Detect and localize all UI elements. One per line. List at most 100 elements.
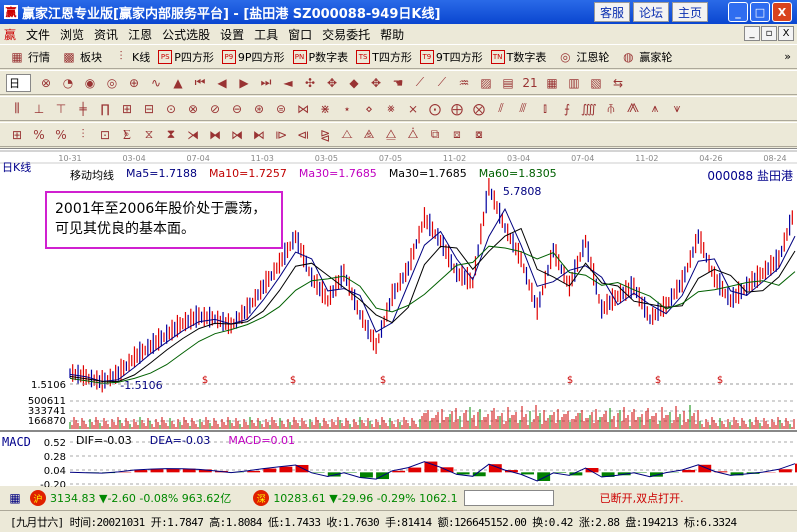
- tool-icon[interactable]: ⊤: [55, 101, 67, 116]
- tool-icon[interactable]: ⧍: [341, 127, 353, 141]
- tool-icon[interactable]: ⧎: [319, 127, 331, 142]
- tool-icon[interactable]: ✥: [326, 75, 338, 90]
- toolbar-t9-button[interactable]: T9 9T四方形: [419, 49, 483, 65]
- tool-icon[interactable]: ☚: [392, 75, 404, 90]
- tool-icon[interactable]: ◀: [217, 75, 227, 90]
- tool-icon[interactable]: ⋈: [297, 101, 309, 116]
- toolbar-blocks-icon-button[interactable]: ▩ 板块: [58, 49, 102, 65]
- tool-icon[interactable]: ⊖: [231, 101, 243, 116]
- menu-settings[interactable]: 设置: [220, 27, 245, 42]
- tool-icon[interactable]: ⋇: [319, 101, 331, 116]
- toolbar-gann-wheel-icon-button[interactable]: ◎ 江恩轮: [554, 49, 609, 65]
- tool-icon[interactable]: ✥: [370, 75, 382, 90]
- tool-icon[interactable]: ⟋: [415, 75, 425, 89]
- tool-icon[interactable]: ◄: [283, 75, 293, 90]
- toolbar-p9-button[interactable]: P9 9P四方形: [221, 49, 285, 65]
- period-select[interactable]: 日: [6, 73, 31, 92]
- menu-gann[interactable]: 江恩: [128, 27, 153, 42]
- app-menu-icon[interactable]: 赢: [4, 27, 17, 42]
- tool-icon[interactable]: ♒: [458, 75, 470, 90]
- forum-button[interactable]: 论坛: [633, 2, 669, 22]
- tool-icon[interactable]: ✣: [304, 75, 316, 90]
- tool-icon[interactable]: ╪: [79, 101, 87, 116]
- tool-icon[interactable]: ⊛: [253, 101, 265, 116]
- tool-icon[interactable]: ⧓: [209, 127, 221, 142]
- tool-icon[interactable]: ⋄: [365, 101, 373, 116]
- tool-icon[interactable]: ⧌: [363, 127, 375, 141]
- tool-icon[interactable]: ⨇: [627, 101, 639, 115]
- tool-icon[interactable]: ⨀: [429, 101, 441, 116]
- tool-icon[interactable]: ⫾: [543, 101, 547, 115]
- tool-icon[interactable]: ⏮: [194, 75, 206, 89]
- tool-icon[interactable]: ◔: [62, 75, 74, 90]
- tool-icon[interactable]: ▦: [546, 75, 558, 90]
- toolbar-winner-wheel-icon-button[interactable]: ◍ 赢家轮: [617, 49, 672, 65]
- mdi-close-button[interactable]: X: [778, 26, 794, 41]
- tool-icon[interactable]: ⨳: [387, 101, 395, 115]
- menu-tools[interactable]: 工具: [254, 27, 279, 42]
- tool-icon[interactable]: ⊞: [11, 127, 23, 142]
- tool-icon[interactable]: ⧖: [144, 127, 154, 141]
- tool-icon[interactable]: ⧉: [430, 127, 440, 141]
- tool-icon[interactable]: ⇆: [612, 75, 624, 90]
- tool-icon[interactable]: ⨯: [407, 101, 419, 116]
- tool-icon[interactable]: ⩛: [673, 101, 681, 115]
- tool-icon[interactable]: ▶: [239, 75, 249, 90]
- minimize-button[interactable]: _: [728, 2, 748, 22]
- tool-icon[interactable]: ⩚: [651, 101, 659, 115]
- tool-icon[interactable]: %: [33, 127, 45, 142]
- tool-icon[interactable]: ⊟: [143, 101, 155, 116]
- tool-icon[interactable]: ⊡: [99, 127, 111, 142]
- toolbar-grid-icon-button[interactable]: ▦ 行情: [6, 49, 50, 65]
- menu-help[interactable]: 帮助: [380, 27, 405, 42]
- home-button[interactable]: 主页: [672, 2, 708, 22]
- tool-icon[interactable]: ⧒: [231, 127, 243, 142]
- tool-icon[interactable]: ∏: [100, 101, 110, 116]
- kline-chart[interactable]: 10-31 03-04 07-04 11-03 03-05 07-05 11-02 03-04…: [0, 148, 797, 491]
- tool-icon[interactable]: ⧗: [166, 127, 176, 141]
- toolbar-ps-button[interactable]: PS P四方形: [158, 49, 214, 65]
- ticker-scrollbar[interactable]: [463, 490, 554, 506]
- menu-browse[interactable]: 浏览: [60, 27, 85, 42]
- tool-icon[interactable]: ⨊: [123, 127, 131, 141]
- toolbar-ts-button[interactable]: TS T四方形: [356, 49, 412, 65]
- tool-icon[interactable]: ⫻: [519, 101, 527, 115]
- tool-icon[interactable]: ⧇: [475, 127, 483, 141]
- tool-icon[interactable]: ⊞: [121, 101, 133, 116]
- maximize-button[interactable]: □: [750, 2, 770, 22]
- tool-icon[interactable]: ⏭: [260, 75, 272, 89]
- tool-icon[interactable]: ⧊: [407, 127, 419, 141]
- tool-icon[interactable]: ⨍: [563, 101, 571, 116]
- menu-formula[interactable]: 公式选股: [162, 27, 211, 42]
- menu-window[interactable]: 窗口: [288, 27, 313, 42]
- toolbar-kline-icon-button[interactable]: ⫶ K线: [110, 49, 150, 65]
- quote-grid-icon[interactable]: ▦: [9, 491, 21, 505]
- tool-icon[interactable]: ▧: [590, 75, 602, 90]
- tool-icon[interactable]: ▤: [502, 75, 514, 90]
- tool-icon[interactable]: ⧑: [253, 127, 265, 142]
- service-button[interactable]: 客服: [594, 2, 630, 22]
- tool-icon[interactable]: ◎: [106, 75, 118, 90]
- tool-icon[interactable]: ⊜: [275, 101, 287, 116]
- tool-icon[interactable]: ⊥: [33, 101, 45, 116]
- tool-icon[interactable]: ⫚: [607, 101, 615, 115]
- tool-icon[interactable]: ∿: [150, 75, 162, 90]
- tool-icon[interactable]: ⋆: [343, 101, 351, 116]
- mdi-minimize-button[interactable]: _: [744, 26, 760, 41]
- connection-status[interactable]: 已断开,双点打开.: [599, 492, 684, 505]
- close-button[interactable]: X: [772, 2, 792, 22]
- toolbar-more-button[interactable]: »: [784, 50, 791, 63]
- tool-icon[interactable]: ▨: [480, 75, 492, 90]
- tool-icon[interactable]: ⟋: [437, 75, 447, 89]
- tool-icon[interactable]: 21: [522, 75, 538, 90]
- toolbar-tn-button[interactable]: TN T数字表: [490, 49, 546, 65]
- tool-icon[interactable]: ⫽: [498, 101, 504, 115]
- tool-icon[interactable]: ⨁: [451, 101, 463, 116]
- tool-icon[interactable]: ◉: [84, 75, 96, 90]
- menu-file[interactable]: 文件: [26, 27, 51, 42]
- tool-icon[interactable]: ⧕: [187, 127, 199, 142]
- tool-icon[interactable]: ⧏: [297, 127, 309, 142]
- tool-icon[interactable]: ⫼: [14, 101, 20, 115]
- tool-icon[interactable]: ▲: [173, 75, 183, 90]
- menu-info[interactable]: 资讯: [94, 27, 119, 42]
